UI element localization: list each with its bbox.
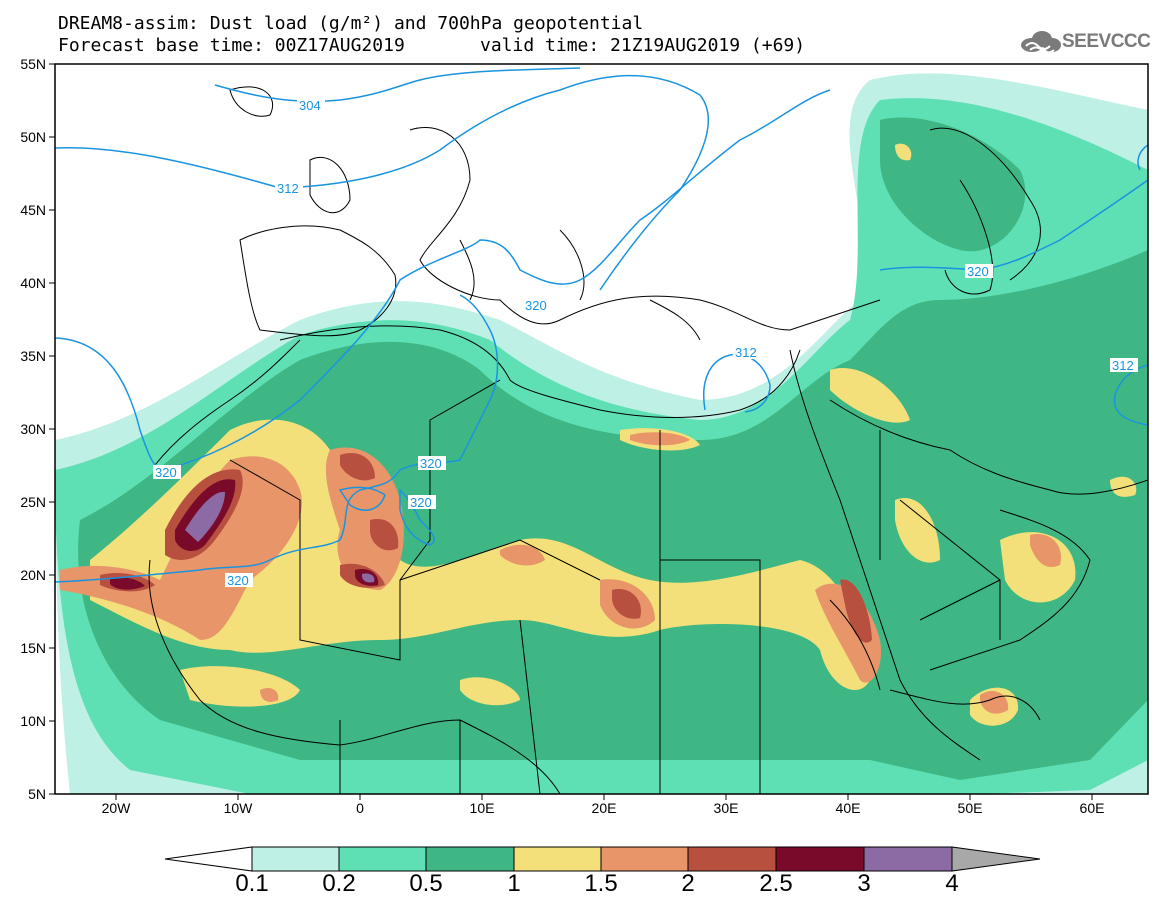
colorbar-label: 4 (945, 870, 959, 897)
dust-layer-25 (110, 577, 145, 590)
lon-label: 50E (957, 800, 983, 816)
dust-layer-15c (500, 544, 545, 566)
dust-layer-3b (362, 573, 375, 583)
lon-label: 20E (591, 800, 617, 816)
contour-label: 312 (1112, 358, 1134, 373)
contour-304 (214, 67, 581, 103)
forecast-base-time: Forecast base time: 00Z17AUG2019 (58, 35, 405, 56)
coastlines (148, 86, 1148, 794)
colorbar-bin (251, 846, 340, 872)
colorbar-label: 2 (681, 870, 695, 897)
colorbar-bin (513, 846, 602, 872)
contour-312 (55, 74, 709, 291)
colorbar-label: 0.1 (235, 870, 269, 897)
colorbar-label: 3 (857, 870, 871, 897)
lat-label: 30N (20, 421, 46, 437)
contour-label: 320 (967, 264, 989, 279)
lon-label: 10W (223, 800, 253, 816)
lat-label: 35N (20, 348, 46, 364)
contour-label: 320 (420, 456, 442, 471)
dust-layer-1d (830, 368, 910, 423)
valid-time: valid time: 21Z19AUG2019 (+69) (480, 35, 806, 56)
colorbar-bin (600, 846, 689, 872)
contour-label: 312 (735, 345, 757, 360)
contour-labels: 304 312 320 320 312 320 320 320 320 312 (153, 98, 1138, 588)
axis-ticks (49, 63, 1093, 800)
lon-label: 40E (835, 800, 861, 816)
contour-312b (703, 353, 771, 413)
contour-label: 320 (525, 298, 547, 313)
lon-label: 0 (356, 800, 364, 816)
lat-label: 5N (28, 786, 46, 802)
colorbar-bin (687, 846, 777, 872)
logo-text: SEEVCCC (1062, 31, 1151, 52)
contour-label: 304 (299, 98, 321, 113)
colorbar-label: 0.2 (322, 870, 356, 897)
lat-label: 40N (20, 275, 46, 291)
dust-layer-15f (1030, 534, 1061, 568)
dust-layer-1i (1110, 476, 1137, 497)
colorbar-bin (863, 846, 953, 872)
colorbar-lower-arrow (164, 846, 253, 872)
contour-320f (1137, 144, 1148, 171)
dust-layer-3 (185, 491, 225, 542)
dust-layer-05b (880, 117, 1026, 252)
dust-layer-1e (895, 498, 940, 563)
colorbar-upper-arrow (951, 846, 1041, 872)
lon-label: 10E (469, 800, 495, 816)
lat-label: 15N (20, 640, 46, 656)
lat-label: 20N (20, 567, 46, 583)
contour-label: 320 (410, 495, 432, 510)
dust-fields (55, 73, 1148, 794)
dust-layer-2d (370, 519, 399, 551)
dust-layer-1j (895, 143, 912, 161)
dust-layer-2c (340, 452, 375, 481)
cloud-logo-icon (1021, 31, 1061, 54)
dust-layer-15i (260, 688, 279, 702)
colorbar-label: 1.5 (584, 870, 618, 897)
geopotential-contours (55, 67, 1148, 583)
title-line-1: DREAM8-assim: Dust load (g/m²) and 700hP… (58, 13, 644, 34)
lat-label: 10N (20, 713, 46, 729)
colorbar-bin (425, 846, 515, 872)
colorbar-bin (775, 846, 865, 872)
contour-label: 312 (277, 181, 299, 196)
contour-320d (338, 486, 386, 511)
lon-label: 30E (713, 800, 739, 816)
colorbar-label: 1 (507, 870, 521, 897)
lon-label: 60E (1079, 800, 1105, 816)
lat-label: 45N (20, 202, 46, 218)
lat-label: 55N (20, 56, 46, 72)
dust-layer-1c (460, 677, 520, 706)
contour-label: 320 (227, 573, 249, 588)
colorbar-label: 0.5 (409, 870, 443, 897)
colorbar-bin (338, 846, 427, 872)
dust-layer-2g (840, 579, 872, 643)
contour-label: 320 (155, 465, 177, 480)
colorbar-label: 2.5 (759, 870, 793, 897)
lat-label: 50N (20, 129, 46, 145)
lon-label: 20W (101, 800, 131, 816)
dust-layer-2f (612, 589, 641, 619)
lat-label: 25N (20, 494, 46, 510)
contour-320e (879, 179, 1148, 271)
colorbar (164, 846, 1041, 872)
